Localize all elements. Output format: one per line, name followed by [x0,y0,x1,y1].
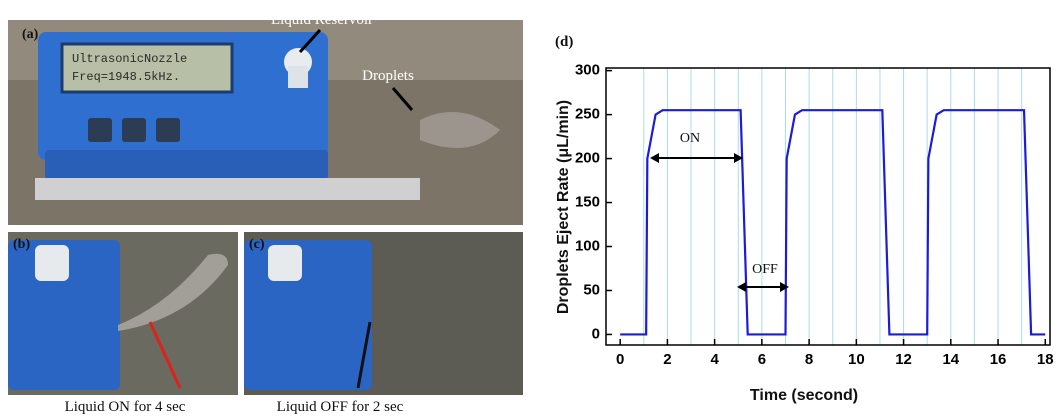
annotation: ON [680,131,700,146]
x-axis-label: Time (second) [750,387,858,404]
x-tick-label: 6 [758,351,766,368]
mist [118,253,228,331]
annotation: OFF [752,262,778,277]
button [122,118,146,142]
ruler [35,178,420,200]
y-tick-label: 300 [575,62,600,79]
arrow-head [780,282,789,292]
caption: Liquid ON for 4 sec [65,399,186,415]
y-tick-label: 0 [592,325,600,342]
y-axis-label: Droplets Eject Rate (μL/min) [555,100,572,314]
plot-frame [605,67,1051,346]
y-tick-label: 250 [575,106,600,123]
photo-b: (b) [8,232,238,395]
reservoir [268,245,302,281]
y-tick-label: 50 [583,281,600,298]
arrow-head [650,153,659,163]
panel-label: (c) [249,237,265,252]
reservoir [288,66,308,88]
photo-annotation: Droplets [362,68,414,84]
y-tick-label: 150 [575,194,600,211]
plot: 0 2 4 6 8 10 12 14 16 18 0 50 100 150 200 250 300 ON OFF [575,62,1054,368]
caption: Liquid OFF for 2 sec [277,399,404,415]
x-tick-label: 2 [663,351,671,368]
x-tick-label: 12 [895,351,912,368]
y-tick-label: 100 [575,237,600,254]
x-tick-label: 18 [1037,351,1054,368]
y-tick-label: 200 [575,150,600,167]
arrow-head [737,282,746,292]
button [156,118,180,142]
photo-c: (c) [244,232,523,395]
x-tick-label: 16 [990,351,1007,368]
arrow [356,321,372,389]
lcd-text: UltrasonicNozzle [72,52,187,66]
arrow [391,87,414,111]
photo-annotation: Liquid Reservoir [271,12,373,28]
lcd-text: Freq=1948.5kHz. [72,70,180,84]
button [88,118,112,142]
device-side [45,150,328,180]
arrow [148,321,182,389]
data-line [620,109,1046,336]
lcd [60,42,234,94]
panel-label: (b) [13,237,30,252]
panel-label: (a) [22,27,39,42]
arrow [298,28,322,54]
reservoir [35,245,69,281]
x-tick-label: 10 [848,351,865,368]
photo-a: UltrasonicNozzle Freq=1948.5kHz. (a) Liq… [8,12,523,225]
mist [420,112,500,148]
x-tick-label: 14 [942,351,959,368]
device-box [244,240,372,390]
arrow-head [734,153,743,163]
x-tick-label: 8 [805,351,813,368]
x-tick-label: 0 [616,351,624,368]
panel-label: (d) [555,34,573,50]
x-tick-label: 4 [710,351,719,368]
